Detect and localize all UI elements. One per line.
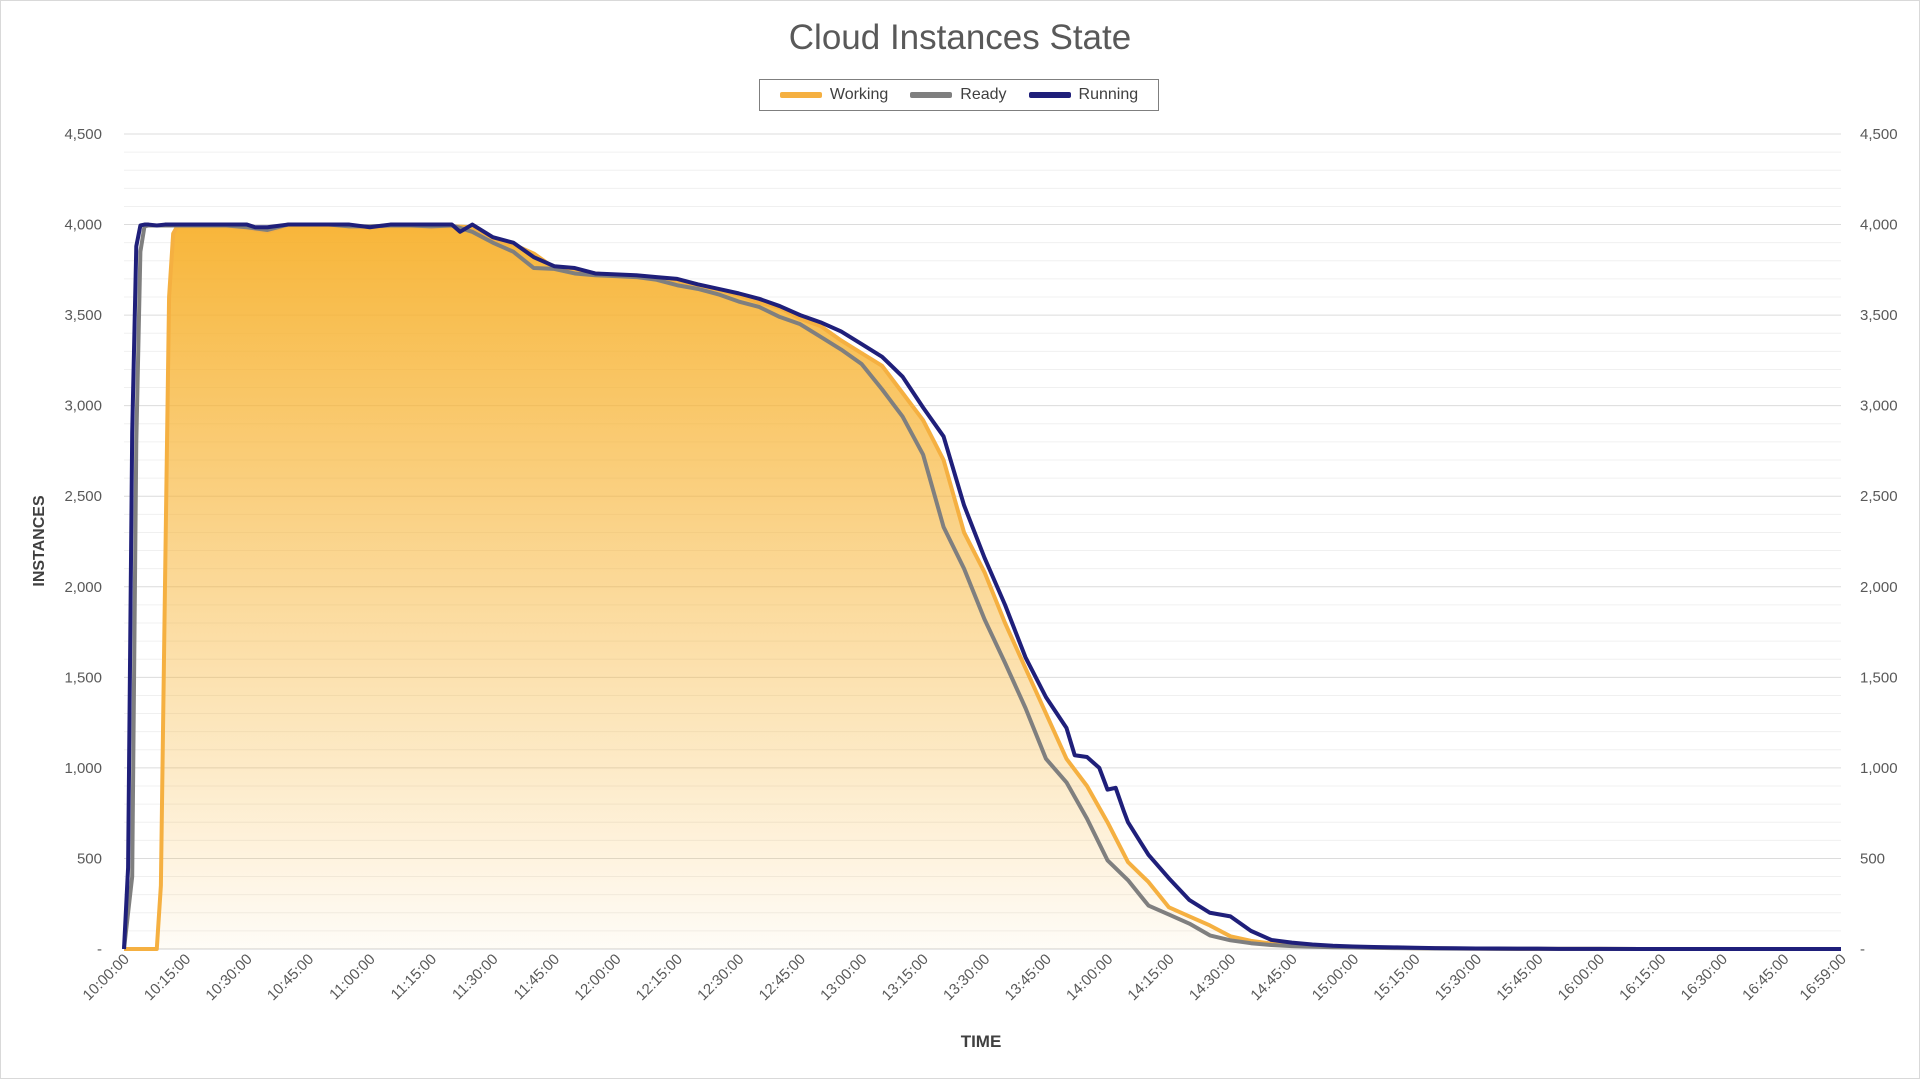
x-tick-label: 11:45:00 xyxy=(511,951,564,1004)
legend-item-ready: Ready xyxy=(910,86,1007,104)
legend-swatch-ready xyxy=(910,92,953,98)
y-tick-label-right: 3,000 xyxy=(1860,398,1898,415)
x-tick-label: 11:30:00 xyxy=(449,951,502,1004)
x-tick-label: 16:30:00 xyxy=(1678,951,1731,1004)
x-tick-label: 13:45:00 xyxy=(1002,951,1055,1004)
y-tick-label-left: 1,000 xyxy=(64,760,102,777)
x-tick-label: 15:00:00 xyxy=(1309,951,1362,1004)
y-tick-label-right: 1,000 xyxy=(1860,760,1898,777)
x-tick-label: 14:30:00 xyxy=(1186,951,1239,1004)
chart-title: Cloud Instances State xyxy=(788,18,1132,57)
legend-swatch-running xyxy=(1028,92,1071,98)
x-tick-label: 10:00:00 xyxy=(80,951,133,1004)
x-tick-label: 16:45:00 xyxy=(1739,951,1792,1004)
x-tick-label: 13:15:00 xyxy=(879,951,932,1004)
legend-label-working: Working xyxy=(829,86,889,103)
x-tick-label: 12:00:00 xyxy=(571,951,624,1004)
y-tick-label-left: 2,500 xyxy=(64,488,102,505)
y-tick-label-left: 500 xyxy=(77,850,102,867)
y-tick-label-left: 3,500 xyxy=(64,307,102,324)
x-tick-label: 12:30:00 xyxy=(694,951,747,1004)
y-tick-label-right: 1,500 xyxy=(1860,669,1898,686)
x-tick-label: 14:15:00 xyxy=(1124,951,1177,1004)
y-tick-label-right: 4,500 xyxy=(1860,126,1898,143)
x-tick-label: 14:00:00 xyxy=(1063,951,1116,1004)
x-tick-label: 16:15:00 xyxy=(1616,951,1669,1004)
series-area-working xyxy=(124,225,1841,949)
x-tick-label: 16:59:00 xyxy=(1797,951,1850,1004)
x-tick-label: 10:15:00 xyxy=(141,951,194,1004)
y-tick-label-right: 3,500 xyxy=(1860,307,1898,324)
x-axis-label: TIME xyxy=(961,1032,1002,1051)
y-axis-label: INSTANCES xyxy=(31,495,48,587)
legend: Working Ready Running xyxy=(759,79,1159,111)
y-tick-label-right: 4,000 xyxy=(1860,217,1898,234)
y-tick-label-right: 500 xyxy=(1860,850,1885,867)
x-tick-label: 11:15:00 xyxy=(388,951,441,1004)
y-tick-label-left: 3,000 xyxy=(64,398,102,415)
x-tick-label: 12:45:00 xyxy=(756,951,809,1004)
legend-item-working: Working xyxy=(779,86,889,104)
series-layer xyxy=(122,222,1841,951)
x-tick-label: 13:00:00 xyxy=(817,951,870,1004)
y-tick-label-right: 2,500 xyxy=(1860,488,1898,505)
y-tick-label-left: 4,500 xyxy=(64,126,102,143)
y-tick-label-left: 1,500 xyxy=(64,669,102,686)
y-tick-label-right: 2,000 xyxy=(1860,579,1898,596)
legend-item-running: Running xyxy=(1028,86,1139,104)
y-tick-label-right: - xyxy=(1860,941,1865,958)
x-tick-label: 15:15:00 xyxy=(1370,951,1423,1004)
x-tick-label: 16:00:00 xyxy=(1555,951,1608,1004)
x-tick-label: 10:30:00 xyxy=(202,951,255,1004)
x-tick-label: 11:00:00 xyxy=(326,951,379,1004)
legend-label-running: Running xyxy=(1078,86,1139,103)
x-tick-label: 12:15:00 xyxy=(633,951,686,1004)
x-tick-label: 15:45:00 xyxy=(1493,951,1546,1004)
x-tick-label: 13:30:00 xyxy=(940,951,993,1004)
y-tick-label-left: - xyxy=(97,941,102,958)
x-tick-label: 10:45:00 xyxy=(264,951,317,1004)
x-tick-label: 15:30:00 xyxy=(1432,951,1485,1004)
x-tick-label: 14:45:00 xyxy=(1247,951,1300,1004)
legend-swatch-working xyxy=(779,92,822,98)
y-tick-label-left: 2,000 xyxy=(64,579,102,596)
series-line-running xyxy=(122,222,1841,951)
legend-label-ready: Ready xyxy=(960,86,1007,103)
y-tick-label-left: 4,000 xyxy=(64,217,102,234)
